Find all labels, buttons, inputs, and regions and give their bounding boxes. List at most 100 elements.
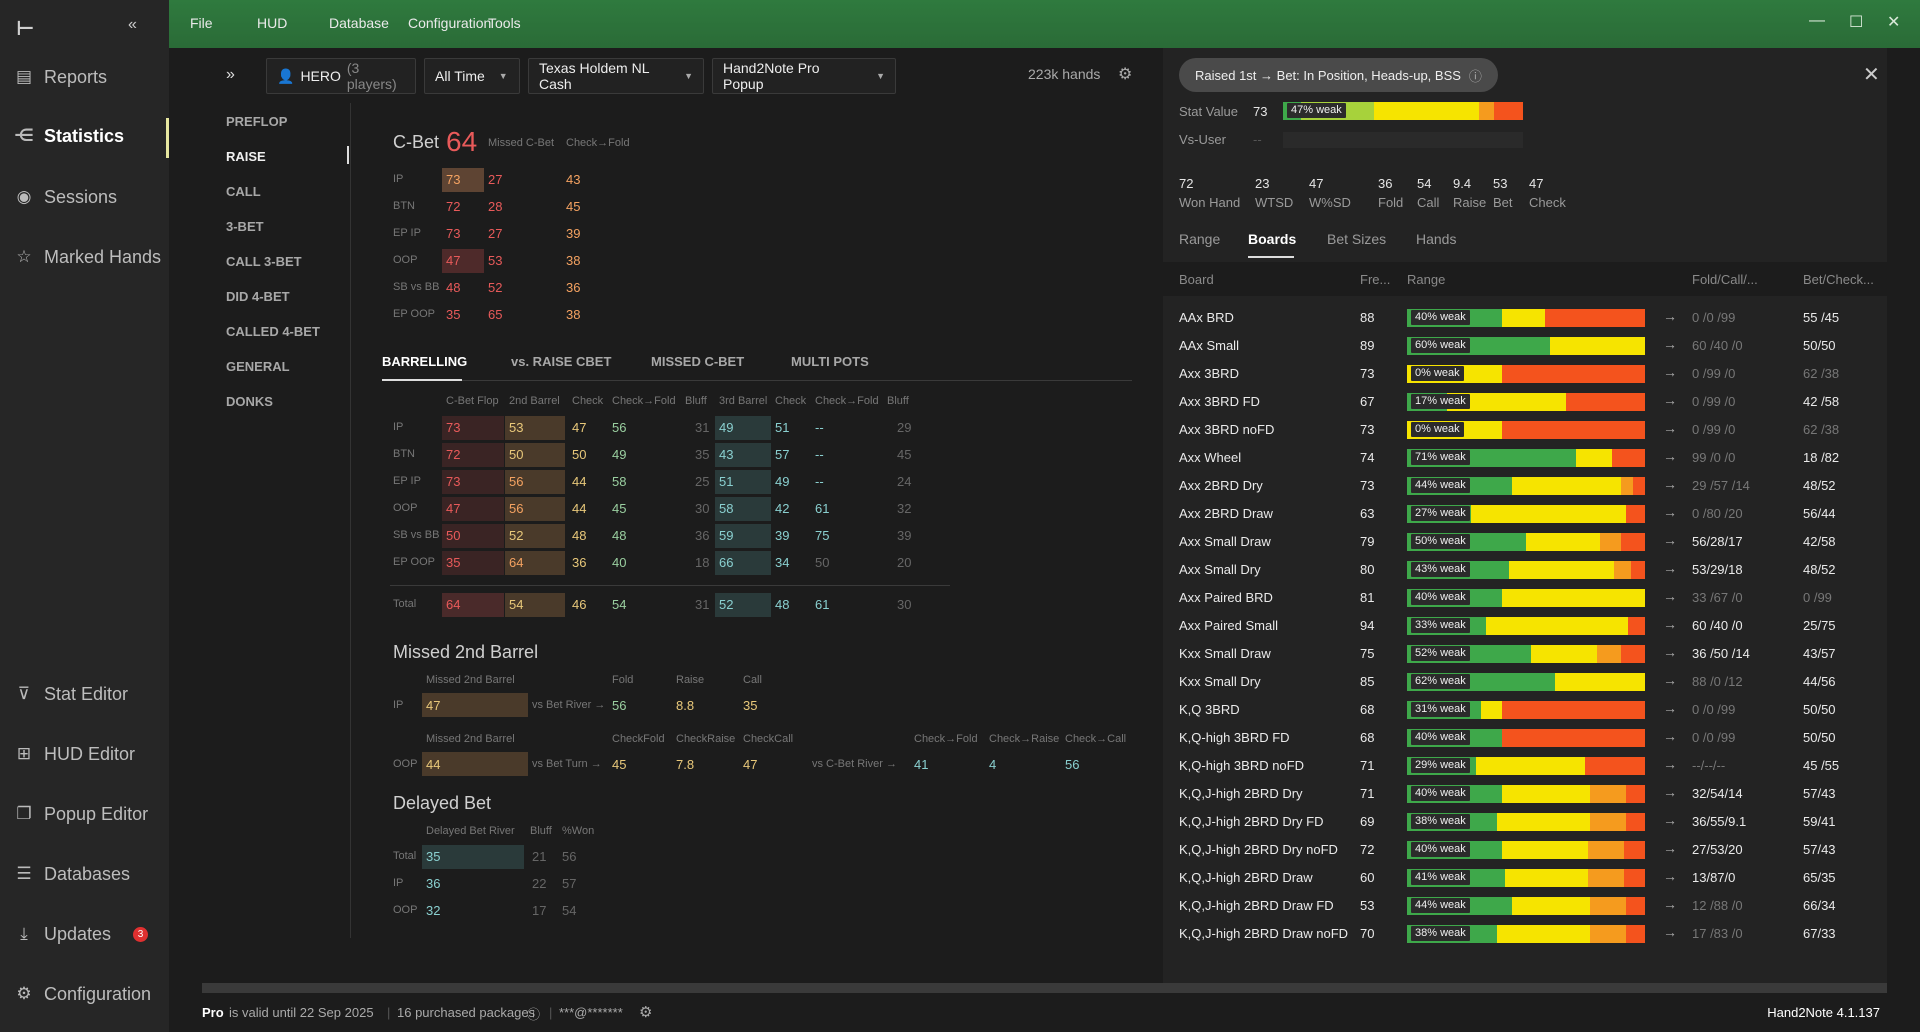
- sidebar-item-popup-editor[interactable]: ❐ Popup Editor: [14, 797, 164, 831]
- missed-oop-value[interactable]: 44: [426, 757, 441, 772]
- barrel-cell[interactable]: 72: [446, 447, 461, 462]
- tab-hands[interactable]: Hands: [1416, 231, 1457, 247]
- tab-missed-c-bet[interactable]: MISSED C-BET: [651, 354, 745, 369]
- menu-file[interactable]: File: [190, 15, 213, 31]
- cbet-value-cell[interactable]: 73: [446, 172, 461, 187]
- barrel-cell[interactable]: 25: [695, 474, 710, 489]
- category-general[interactable]: GENERAL: [226, 359, 290, 374]
- raise-value[interactable]: 8.8: [676, 698, 695, 713]
- barrel-cell[interactable]: 50: [509, 447, 524, 462]
- missed-cbet-cell[interactable]: 28: [488, 199, 503, 214]
- check-fold-cell[interactable]: 38: [566, 253, 581, 268]
- collapse-sidebar-icon[interactable]: «: [128, 16, 137, 33]
- missed-cbet-cell[interactable]: 27: [488, 226, 503, 241]
- table-row[interactable]: K,Q 3BRD 68 31% weak → 0 /0 /99 50/50: [1163, 696, 1887, 724]
- barrel-cell[interactable]: 47: [446, 501, 461, 516]
- barrel-cell[interactable]: 57: [775, 447, 790, 462]
- barrel-cell[interactable]: 40: [612, 555, 627, 570]
- close-icon[interactable]: ✕: [1863, 64, 1880, 86]
- barrel-cell[interactable]: 42: [775, 501, 790, 516]
- tab-multi-pots[interactable]: MULTI POTS: [791, 354, 869, 369]
- barrel-cell[interactable]: 30: [695, 501, 710, 516]
- sidebar-item-stat-editor[interactable]: ⊽ Stat Editor: [14, 677, 164, 711]
- table-row[interactable]: AAx BRD 88 40% weak → 0 /0 /99 55 /45: [1163, 304, 1887, 332]
- horizontal-scrollbar[interactable]: [202, 983, 1887, 993]
- barrel-cell[interactable]: 49: [775, 474, 790, 489]
- category-preflop[interactable]: PREFLOP: [226, 114, 288, 129]
- barrel-cell[interactable]: 48: [572, 528, 587, 543]
- sidebar-item-configuration[interactable]: ⚙ Configuration: [14, 977, 164, 1011]
- table-row[interactable]: Axx Paired BRD 81 40% weak → 33 /67 /0 0 /99: [1163, 584, 1887, 612]
- barrel-cell[interactable]: 45: [612, 501, 627, 516]
- check-raise-value[interactable]: 4: [989, 757, 997, 772]
- time-dropdown[interactable]: All Time ▼: [424, 58, 520, 94]
- category-3-bet[interactable]: 3-BET: [226, 219, 264, 234]
- barrel-cell[interactable]: 39: [775, 528, 790, 543]
- barrel-cell[interactable]: 56: [509, 474, 524, 489]
- barrel-cell[interactable]: 56: [612, 420, 627, 435]
- category-raise[interactable]: RAISE: [226, 149, 266, 164]
- table-row[interactable]: Axx Small Dry 80 43% weak → 53/29/18 48/52: [1163, 556, 1887, 584]
- info-icon[interactable]: ⓘ: [527, 1007, 541, 1022]
- barrel-cell[interactable]: 36: [695, 528, 710, 543]
- tab-range[interactable]: Range: [1179, 231, 1221, 247]
- barrel-cell[interactable]: 54: [612, 597, 627, 612]
- cbet-value-cell[interactable]: 72: [446, 199, 461, 214]
- barrel-cell[interactable]: 39: [897, 528, 912, 543]
- table-row[interactable]: K,Q,J-high 2BRD Dry 71 40% weak → 32/54/14 57…: [1163, 780, 1887, 808]
- sidebar-item-updates[interactable]: ⤓ Updates 3: [14, 917, 164, 951]
- barrel-cell[interactable]: 45: [897, 447, 912, 462]
- table-row[interactable]: K,Q,J-high 2BRD Draw 60 41% weak → 13/87/0 65…: [1163, 864, 1887, 892]
- barrel-cell[interactable]: 53: [509, 420, 524, 435]
- barrel-cell[interactable]: 47: [572, 420, 587, 435]
- delayed-value[interactable]: 35: [426, 849, 441, 864]
- barrel-cell[interactable]: 29: [897, 420, 912, 435]
- table-row[interactable]: Axx 3BRD noFD 73 0% weak → 0 /99 /0 62 /38: [1163, 416, 1887, 444]
- table-row[interactable]: Axx Paired Small 94 33% weak → 60 /40 /0 25/7…: [1163, 612, 1887, 640]
- tab-vs-raise-cbet[interactable]: vs. RAISE CBET: [511, 354, 612, 369]
- barrel-cell[interactable]: 66: [719, 555, 734, 570]
- gear-icon[interactable]: ⚙: [639, 1004, 653, 1021]
- barrel-cell[interactable]: 54: [509, 597, 524, 612]
- delayed-value[interactable]: 36: [426, 876, 441, 891]
- sidebar-item-databases[interactable]: ☰ Databases: [14, 857, 164, 891]
- check-call-value[interactable]: 56: [1065, 757, 1080, 772]
- popup-dropdown[interactable]: Hand2Note Pro Popup ▼: [712, 58, 896, 94]
- barrel-cell[interactable]: 51: [719, 474, 734, 489]
- table-row[interactable]: AAx Small 89 60% weak → 60 /40 /0 50/50: [1163, 332, 1887, 360]
- barrel-cell[interactable]: 58: [719, 501, 734, 516]
- check-fold-cell[interactable]: 45: [566, 199, 581, 214]
- barrel-cell[interactable]: 75: [815, 528, 830, 543]
- barrel-cell[interactable]: --: [815, 420, 824, 435]
- checkraise-value[interactable]: 7.8: [676, 757, 695, 772]
- barrel-cell[interactable]: 46: [572, 597, 587, 612]
- stat-title-pill[interactable]: Raised 1st → Bet: In Position, Heads-up,…: [1179, 58, 1498, 92]
- barrel-cell[interactable]: 31: [695, 420, 710, 435]
- cbet-value-cell[interactable]: 73: [446, 226, 461, 241]
- close-window-icon[interactable]: ✕: [1887, 14, 1901, 31]
- barrel-cell[interactable]: 52: [719, 597, 734, 612]
- table-row[interactable]: K,Q-high 3BRD noFD 71 29% weak → --/--/-- 45 …: [1163, 752, 1887, 780]
- barrel-cell[interactable]: 24: [897, 474, 912, 489]
- barrel-cell[interactable]: 56: [509, 501, 524, 516]
- table-row[interactable]: K,Q-high 3BRD FD 68 40% weak → 0 /0 /99 50/50: [1163, 724, 1887, 752]
- won-value[interactable]: 54: [562, 903, 577, 918]
- check-fold-value[interactable]: 41: [914, 757, 929, 772]
- check-fold-cell[interactable]: 39: [566, 226, 581, 241]
- barrel-cell[interactable]: 61: [815, 501, 830, 516]
- barrel-cell[interactable]: 35: [695, 447, 710, 462]
- minimize-icon[interactable]: —: [1809, 12, 1825, 29]
- barrel-cell[interactable]: 51: [775, 420, 790, 435]
- cbet-value-cell[interactable]: 35: [446, 307, 461, 322]
- missed-cbet-cell[interactable]: 52: [488, 280, 503, 295]
- barrel-cell[interactable]: 73: [446, 420, 461, 435]
- maximize-icon[interactable]: ☐: [1849, 14, 1864, 31]
- cbet-value-cell[interactable]: 47: [446, 253, 461, 268]
- barrel-cell[interactable]: 50: [572, 447, 587, 462]
- check-fold-cell[interactable]: 43: [566, 172, 581, 187]
- sidebar-item-hud-editor[interactable]: ⊞ HUD Editor: [14, 737, 164, 771]
- expand-icon[interactable]: »: [226, 66, 235, 83]
- header-board[interactable]: Board: [1179, 272, 1214, 287]
- menu-configuration[interactable]: Configuration: [408, 15, 492, 31]
- barrel-cell[interactable]: 50: [446, 528, 461, 543]
